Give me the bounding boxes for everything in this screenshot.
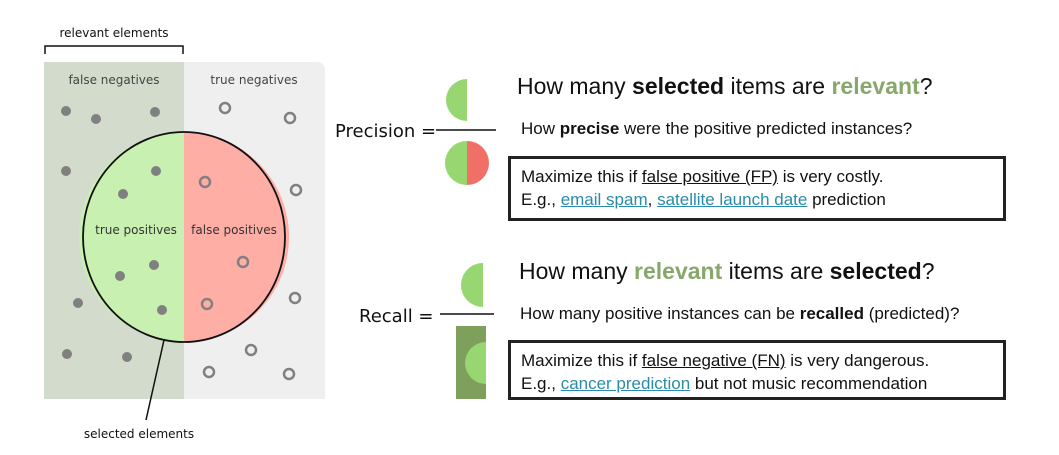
precision-fraction: [436, 79, 496, 185]
recall-denominator-half: [465, 342, 486, 384]
fp-term: false positive (FP): [641, 167, 778, 186]
precision-numerator-icon: [446, 79, 467, 121]
dot: [61, 166, 71, 176]
ring: [200, 297, 214, 311]
dot: [150, 107, 160, 117]
dot: [115, 271, 125, 281]
precision-recall-diagram: relevant elements false negatives true n…: [44, 26, 325, 441]
satellite-launch-link[interactable]: satellite launch date: [657, 190, 808, 209]
ring: [244, 343, 258, 357]
dot: [157, 305, 167, 315]
ring: [283, 111, 297, 125]
precision-label: Precision =: [335, 121, 437, 142]
recall-subtitle: How many positive instances can be recal…: [520, 304, 960, 323]
recall-numerator-icon: [461, 263, 483, 307]
ring: [202, 365, 216, 379]
ring: [198, 175, 212, 189]
ring: [288, 291, 302, 305]
relevant-elements-label: relevant elements: [59, 26, 168, 40]
selected-pointer: [145, 339, 165, 421]
ring: [289, 183, 303, 197]
precision-box: Maximize this if false positive (FP) is …: [508, 156, 1006, 221]
precision-question: How many selected items are relevant?: [517, 73, 933, 99]
relevant-dots: [61, 106, 167, 362]
cancer-prediction-link[interactable]: cancer prediction: [560, 374, 691, 393]
dot: [61, 106, 71, 116]
false-positives-label: false positives: [191, 223, 277, 237]
dot: [122, 352, 132, 362]
ring: [236, 255, 250, 269]
true-negatives-label: true negatives: [210, 73, 297, 87]
dot: [151, 166, 161, 176]
dot: [62, 349, 72, 359]
selection-circle: [82, 131, 286, 343]
relevant-bracket: [44, 45, 184, 54]
true-positives-label: true positives: [95, 223, 177, 237]
recall-box: Maximize this if false negative (FN) is …: [508, 340, 1006, 400]
precision-denominator-left: [445, 141, 467, 185]
recall-label: Recall =: [359, 306, 434, 327]
irrelevant-dots: [198, 101, 303, 381]
precision-denominator-right: [467, 141, 489, 185]
dot: [118, 189, 128, 199]
dot: [73, 298, 83, 308]
dot: [149, 260, 159, 270]
selected-elements-label: selected elements: [84, 427, 194, 441]
true-positives-half: [78, 132, 184, 342]
fn-term: false negative (FN): [641, 351, 786, 370]
recall-question: How many relevant items are selected?: [519, 258, 935, 284]
email-spam-link[interactable]: email spam: [560, 190, 648, 209]
ring: [282, 367, 296, 381]
ring: [218, 101, 232, 115]
recall-fraction: [440, 263, 494, 399]
dot: [91, 114, 101, 124]
precision-subtitle: How precise were the positive predicted …: [521, 119, 913, 138]
false-negatives-label: false negatives: [68, 73, 159, 87]
